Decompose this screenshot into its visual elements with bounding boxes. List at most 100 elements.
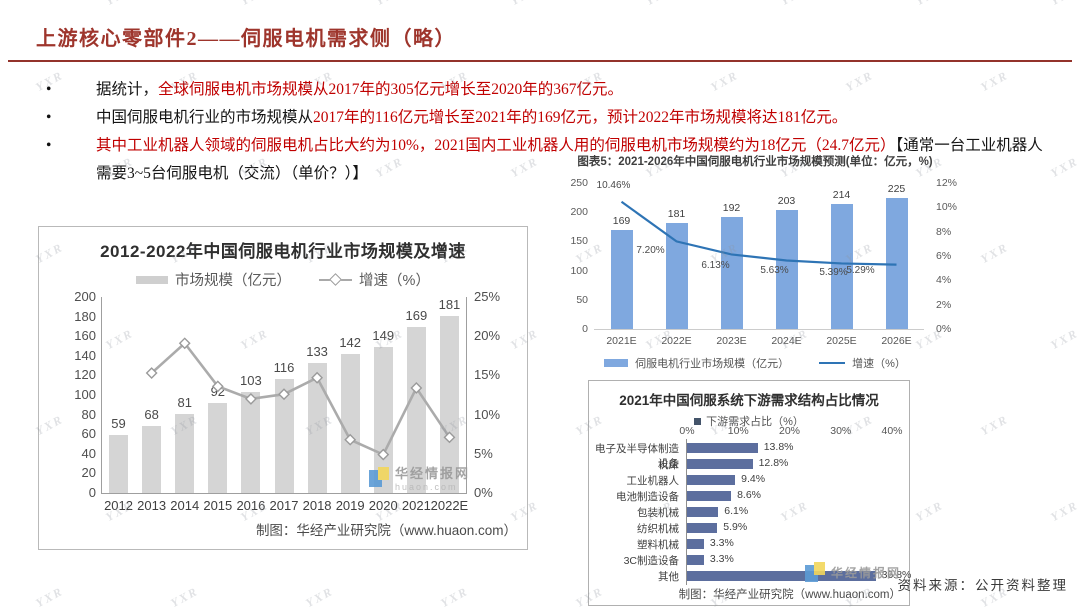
watermark-text: YXR	[508, 0, 541, 9]
line-point-label: 6.13%	[701, 260, 730, 272]
y-axis-tick-label: 12%	[936, 177, 958, 189]
x-axis-tick-label: 20%	[778, 425, 800, 437]
bar-value-label: 6.1%	[724, 505, 749, 517]
x-axis-tick-label: 40%	[881, 425, 903, 437]
y-axis-tick-label: 200	[74, 289, 96, 304]
bar-value-label: 81	[177, 394, 192, 410]
watermark-text: YXR	[0, 154, 1, 181]
bullet-text: 其中工业机器人领域的伺服电机占比大约为10%，2021国内工业机器人用的伺服电机…	[96, 132, 1054, 188]
legend-label: 市场规模（亿元）	[175, 273, 292, 289]
bar	[340, 353, 360, 493]
category-label: 包装机械	[637, 507, 679, 519]
huajing-watermark-text: 华经情报网	[830, 566, 901, 580]
bar-value-label: 225	[887, 182, 906, 195]
axis-line	[686, 439, 687, 585]
bullet-segment: 中国伺服电机行业的市场规模从	[96, 109, 314, 126]
chart-source: 制图：华经产业研究院（www.huaon.com）	[255, 523, 517, 538]
y-axis-tick-label: 250	[570, 177, 588, 189]
category-label: 工业机器人	[626, 475, 680, 487]
bullet-segment: 其中工业机器人领域的伺服电机占比大约为10%，2021国内工业机器人用的伺服电机…	[96, 137, 896, 154]
bar-value-label: 59	[111, 416, 126, 432]
y-axis-tick-label: 100	[570, 264, 588, 277]
bar	[687, 571, 876, 581]
bar	[109, 435, 129, 493]
legend-label: 增速（%）	[359, 273, 430, 289]
y-axis-tick-label: 40	[81, 445, 96, 461]
bar	[142, 426, 162, 493]
bar-value-label: 13.8%	[763, 441, 794, 453]
bar-value-label: 181	[438, 296, 461, 312]
bullet-text: 据统计，全球伺服电机市场规模从2017年的305亿元增长至2020年的367亿元…	[96, 76, 1054, 104]
bullet-segment: 据统计，	[96, 81, 159, 98]
legend-label: 伺服电机行业市场规模（亿元）	[635, 358, 790, 370]
bar	[665, 223, 688, 329]
category-label: 3C制造设备	[623, 555, 679, 567]
watermark-text: YXR	[978, 411, 1011, 439]
bar-swatch-icon	[604, 359, 629, 367]
x-axis-label: 2021E	[606, 335, 637, 347]
watermark-text: YXR	[0, 326, 1, 353]
y-axis-tick-label: 4%	[936, 274, 952, 287]
y-axis-tick-label: 0	[88, 485, 96, 500]
x-axis-label: 2019	[335, 498, 365, 513]
y-axis-tick-label: 20	[81, 465, 96, 481]
huajing-watermark: 华经情报网 huaon.com	[369, 463, 470, 492]
square-swatch-icon	[694, 417, 702, 425]
watermark-text: YXR	[33, 583, 66, 608]
chart-legend: 市场规模（亿元） 增速（%）	[39, 269, 527, 290]
chart-legend: 伺服电机行业市场规模（亿元） 增速（%）	[556, 355, 954, 371]
bar	[687, 475, 736, 485]
legend-label: 下游需求占比（%）	[706, 416, 804, 428]
bar-value-label: 133	[306, 343, 328, 359]
y-axis-tick-label: 180	[74, 308, 96, 324]
bar	[687, 555, 704, 565]
chart-caption: 图表5：2021-2026年中国伺服电机行业市场规模预测(单位：亿元，%)	[577, 156, 933, 168]
bar-value-label: 12.8%	[758, 457, 789, 469]
x-axis-label: 2016	[236, 498, 266, 513]
x-axis-label: 2025E	[826, 335, 857, 347]
chart-source: 制图：华经产业研究院（www.huaon.com）	[678, 589, 901, 601]
huajing-watermark: 华经情报网	[804, 562, 901, 583]
line-diamond-swatch-icon	[319, 273, 353, 286]
bar-value-label: 169	[612, 215, 631, 228]
y-axis-tick-label: 0%	[936, 323, 952, 335]
x-axis-label: 2022E	[430, 498, 469, 513]
page-title: 上游核心零部件2——伺服电机需求侧（略）	[36, 28, 456, 50]
y-axis-tick-label: 15%	[474, 367, 501, 383]
watermark-text: YXR	[0, 498, 1, 525]
x-axis-label: 2023E	[716, 335, 747, 347]
source-note: 资料来源：公开资料整理	[897, 578, 1068, 593]
y-axis-tick-label: 8%	[936, 225, 952, 238]
chart-downstream-demand: 2021年中国伺服系统下游需求结构占比情况 下游需求占比（%） 0% 10% 20%…	[588, 380, 911, 606]
title-divider	[8, 60, 1072, 62]
y-axis-tick-label: 20%	[474, 328, 501, 344]
category-label: 塑料机械	[637, 539, 679, 551]
x-axis-label: 2024E	[771, 335, 802, 347]
watermark-text: YXR	[913, 0, 946, 9]
bar	[687, 443, 758, 453]
huajing-watermark-text: 华经情报网 huaon.com	[395, 466, 471, 492]
bar	[610, 230, 633, 329]
category-label: 纺织机械	[637, 523, 679, 535]
bullet-text: 中国伺服电机行业的市场规模从2017年的116亿元增长至2021年的169亿元，…	[96, 104, 1054, 132]
y-axis-tick-label: 10%	[474, 406, 501, 422]
huajing-logo-icon	[804, 562, 826, 583]
category-label: 机床	[658, 459, 679, 471]
y-axis-tick-label: 6%	[936, 250, 952, 262]
line-point-label: 5.39%	[819, 267, 848, 279]
bar	[274, 379, 294, 493]
bar	[687, 539, 704, 549]
y-axis-tick-label: 80	[81, 406, 96, 422]
legend-item-line: 增速（%）	[819, 355, 906, 371]
watermark-text: YXR	[0, 0, 1, 9]
bar	[885, 197, 908, 329]
x-axis-label: 2022E	[661, 335, 692, 347]
x-axis-tick-label: 10%	[727, 425, 749, 437]
bar	[687, 523, 718, 533]
huajing-logo-icon	[369, 467, 390, 488]
watermark-text: YXR	[1048, 325, 1080, 353]
y-axis-tick-label: 10%	[936, 201, 958, 214]
line-point-label: 5.29%	[846, 264, 875, 276]
x-axis-label: 2017	[269, 498, 299, 513]
